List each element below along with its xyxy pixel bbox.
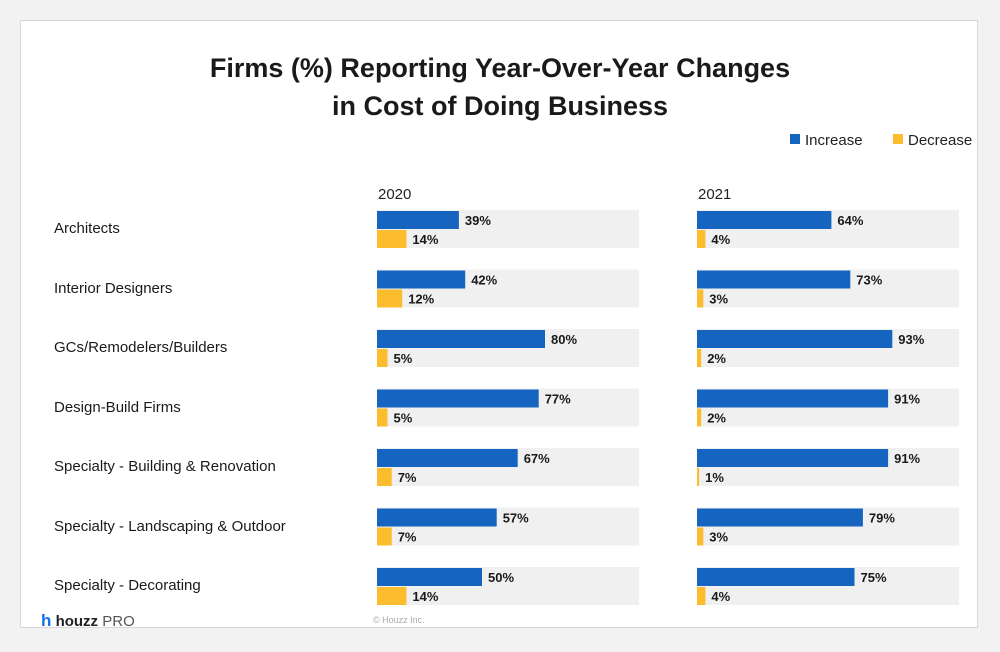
data-label-increase-2021-interior-designers: 73% xyxy=(856,273,882,288)
bar-increase-2020-interior-designers xyxy=(377,270,466,289)
bar-chart-svg: 39% 14% 64% 4% 42% 12% 73% 3% 80% 5% 93% 2% 77% 5% 91%… xyxy=(377,210,959,605)
data-label-increase-2020-specialty-landscaping-outdoor: 57% xyxy=(503,511,529,526)
bar-increase-2021-gcs-remodelers-builders xyxy=(697,330,893,348)
bar-decrease-2021-architects xyxy=(697,230,706,248)
data-label-decrease-2021-interior-designers: 3% xyxy=(709,292,728,307)
bar-increase-2020-specialty-landscaping-outdoor xyxy=(377,508,497,527)
bar-decrease-2021-specialty-decorating xyxy=(697,587,706,605)
legend-swatch-decrease xyxy=(893,134,903,144)
data-label-decrease-2020-gcs-remodelers-builders: 5% xyxy=(394,351,413,366)
legend-entry-decrease: Decrease xyxy=(893,132,972,149)
data-label-increase-2020-gcs-remodelers-builders: 80% xyxy=(551,332,577,347)
legend-label-decrease: Decrease xyxy=(908,132,973,149)
bar-decrease-2021-specialty-landscaping-outdoor xyxy=(697,527,704,546)
data-label-increase-2021-specialty-landscaping-outdoor: 79% xyxy=(869,511,895,526)
category-label-interior-designers: Interior Designers xyxy=(54,279,173,297)
bar-increase-2021-specialty-building-renovation xyxy=(697,449,889,467)
data-label-increase-2021-specialty-building-renovation: 91% xyxy=(894,451,920,466)
legend-entry-increase: Increase xyxy=(790,132,863,149)
chart-title-line-1: Firms (%) Reporting Year-Over-Year Chang… xyxy=(209,53,791,83)
data-label-increase-2020-specialty-decorating: 50% xyxy=(488,570,514,585)
legend-label-increase: Increase xyxy=(805,132,863,149)
panel-label-2021: 2021 xyxy=(698,186,732,203)
data-label-increase-2021-design-build-firms: 91% xyxy=(894,392,920,407)
data-label-increase-2020-architects: 39% xyxy=(465,213,491,228)
bar-decrease-2020-specialty-decorating xyxy=(377,587,407,605)
bar-decrease-2020-interior-designers xyxy=(377,289,403,308)
data-label-increase-2020-specialty-building-renovation: 67% xyxy=(524,451,550,466)
data-label-decrease-2020-specialty-decorating: 14% xyxy=(412,589,438,604)
data-label-increase-2021-specialty-decorating: 75% xyxy=(861,570,887,585)
data-label-decrease-2021-design-build-firms: 2% xyxy=(707,411,726,426)
category-label-specialty-landscaping-outdoor: Specialty - Landscaping & Outdoor xyxy=(54,517,286,535)
data-label-decrease-2021-architects: 4% xyxy=(711,232,730,247)
bar-increase-2021-design-build-firms xyxy=(697,389,889,408)
bar-increase-2020-design-build-firms xyxy=(377,389,539,408)
data-label-decrease-2020-interior-designers: 12% xyxy=(408,292,434,307)
category-label-gcs-remodelers-builders: GCs/Remodelers/Builders xyxy=(54,339,228,356)
bar-decrease-2021-interior-designers xyxy=(697,289,704,308)
bar-decrease-2020-specialty-landscaping-outdoor xyxy=(377,527,392,546)
data-label-increase-2020-interior-designers: 42% xyxy=(471,273,497,288)
bar-increase-2020-specialty-building-renovation xyxy=(377,449,518,467)
bar-decrease-2020-design-build-firms xyxy=(377,408,388,427)
panel-label-2020: 2020 xyxy=(378,186,412,203)
copyright-note: © Houzz Inc. xyxy=(373,615,425,625)
category-label-specialty-building-renovation: Specialty - Building & Renovation xyxy=(54,458,276,475)
chart-title: Firms (%) Reporting Year-Over-Year Chang… xyxy=(21,49,979,125)
houzz-logo-mark-icon: h xyxy=(41,611,52,630)
bar-decrease-2020-specialty-building-renovation xyxy=(377,468,392,486)
data-label-decrease-2020-architects: 14% xyxy=(412,232,438,247)
chart-title-line-2: in Cost of Doing Business xyxy=(331,91,668,121)
chart-card: Firms (%) Reporting Year-Over-Year Chang… xyxy=(20,20,979,631)
logo-suffix-text: PRO xyxy=(102,613,135,630)
data-label-increase-2020-design-build-firms: 77% xyxy=(545,392,571,407)
data-label-decrease-2020-specialty-landscaping-outdoor: 7% xyxy=(398,530,417,545)
bar-decrease-2021-gcs-remodelers-builders xyxy=(697,349,702,367)
data-label-decrease-2020-specialty-building-renovation: 7% xyxy=(398,470,417,485)
data-label-increase-2021-architects: 64% xyxy=(837,213,863,228)
data-label-decrease-2020-design-build-firms: 5% xyxy=(394,411,413,426)
bar-increase-2020-architects xyxy=(377,211,459,229)
houzz-pro-logo: h houzz PRO xyxy=(41,611,135,631)
category-label-architects: Architects xyxy=(54,220,120,237)
data-label-decrease-2021-specialty-decorating: 4% xyxy=(711,589,730,604)
legend-swatch-increase xyxy=(790,134,800,144)
data-label-decrease-2021-specialty-building-renovation: 1% xyxy=(705,470,724,485)
bar-increase-2021-specialty-landscaping-outdoor xyxy=(697,508,863,527)
bar-increase-2020-gcs-remodelers-builders xyxy=(377,330,545,348)
bar-decrease-2021-design-build-firms xyxy=(697,408,702,427)
category-label-specialty-decorating: Specialty - Decorating xyxy=(54,577,201,594)
data-label-decrease-2021-gcs-remodelers-builders: 2% xyxy=(707,351,726,366)
bar-increase-2020-specialty-decorating xyxy=(377,568,482,586)
bar-decrease-2021-specialty-building-renovation xyxy=(697,468,700,486)
data-label-decrease-2021-specialty-landscaping-outdoor: 3% xyxy=(709,530,728,545)
bar-increase-2021-interior-designers xyxy=(697,270,851,289)
bar-increase-2021-architects xyxy=(697,211,832,229)
logo-brand-text: houzz xyxy=(55,613,99,630)
category-label-design-build-firms: Design-Build Firms xyxy=(54,398,181,416)
data-label-increase-2021-gcs-remodelers-builders: 93% xyxy=(898,332,924,347)
bar-decrease-2020-architects xyxy=(377,230,407,248)
bar-increase-2021-specialty-decorating xyxy=(697,568,855,586)
bar-decrease-2020-gcs-remodelers-builders xyxy=(377,349,388,367)
